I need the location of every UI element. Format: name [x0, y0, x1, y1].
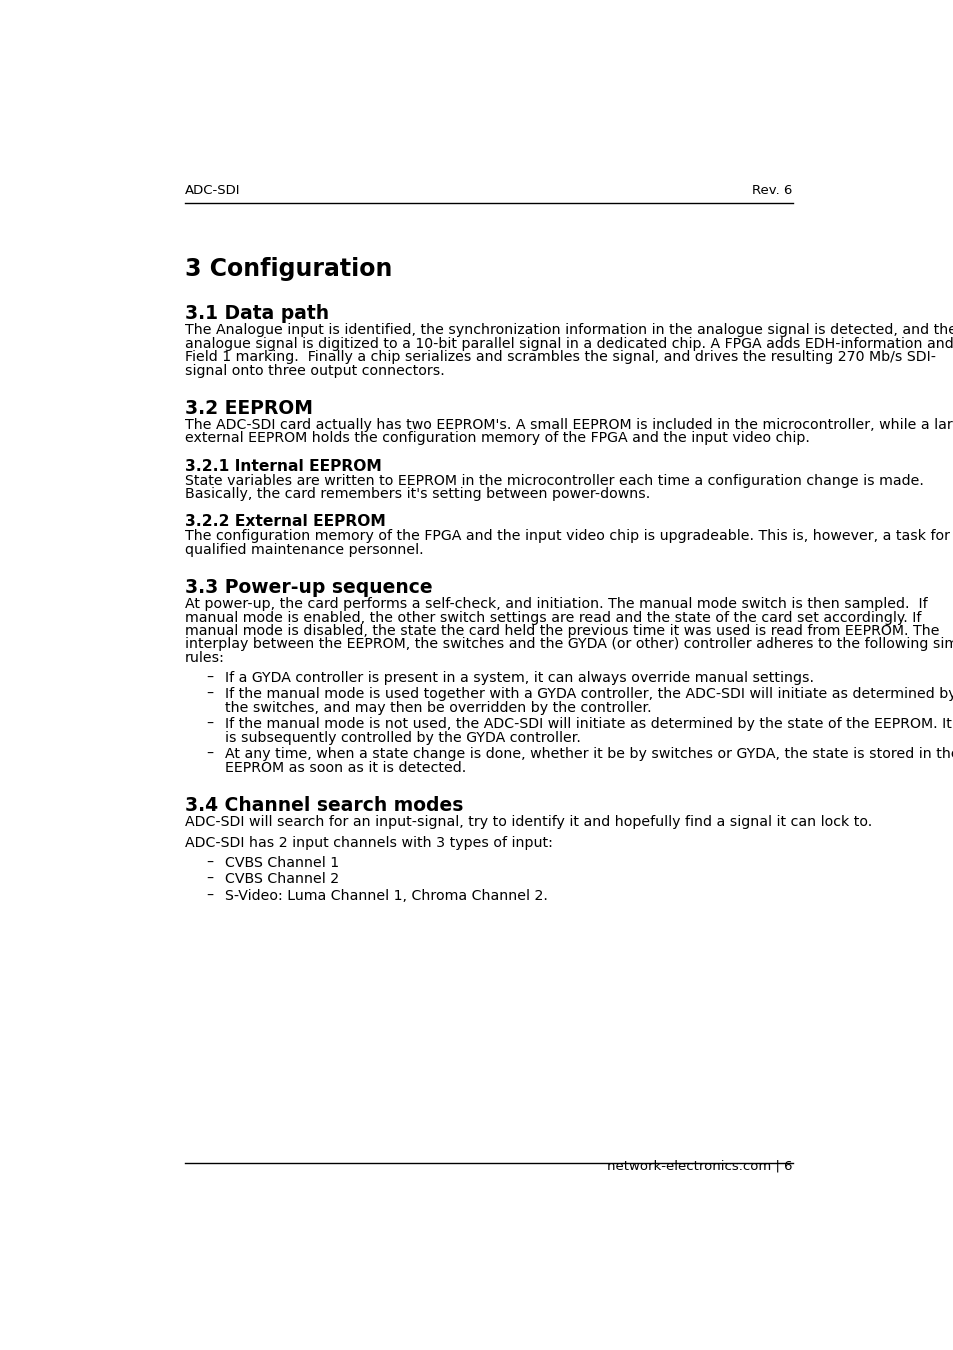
Text: 3.1 Data path: 3.1 Data path — [185, 304, 329, 323]
Text: 3.4 Channel search modes: 3.4 Channel search modes — [185, 795, 463, 814]
Text: Rev. 6: Rev. 6 — [752, 184, 792, 197]
Text: The Analogue input is identified, the synchronization information in the analogu: The Analogue input is identified, the sy… — [185, 323, 953, 338]
Text: State variables are written to EEPROM in the microcontroller each time a configu: State variables are written to EEPROM in… — [185, 474, 923, 487]
Text: 3.3 Power-up sequence: 3.3 Power-up sequence — [185, 578, 433, 597]
Text: –: – — [207, 671, 213, 684]
Text: 3.2 EEPROM: 3.2 EEPROM — [185, 398, 313, 417]
Text: manual mode is disabled, the state the card held the previous time it was used i: manual mode is disabled, the state the c… — [185, 624, 939, 639]
Text: S-Video: Luma Channel 1, Chroma Channel 2.: S-Video: Luma Channel 1, Chroma Channel … — [225, 888, 548, 903]
Text: –: – — [207, 717, 213, 732]
Text: –: – — [207, 888, 213, 903]
Text: external EEPROM holds the configuration memory of the FPGA and the input video c: external EEPROM holds the configuration … — [185, 431, 809, 446]
Text: the switches, and may then be overridden by the controller.: the switches, and may then be overridden… — [225, 701, 651, 714]
Text: CVBS Channel 2: CVBS Channel 2 — [225, 872, 339, 886]
Text: If a GYDA controller is present in a system, it can always override manual setti: If a GYDA controller is present in a sys… — [225, 671, 814, 684]
Text: –: – — [207, 747, 213, 761]
Text: –: – — [207, 872, 213, 886]
Text: ADC-SDI: ADC-SDI — [185, 184, 240, 197]
Text: EEPROM as soon as it is detected.: EEPROM as soon as it is detected. — [225, 760, 466, 775]
Text: interplay between the EEPROM, the switches and the GYDA (or other) controller ad: interplay between the EEPROM, the switch… — [185, 637, 953, 652]
Text: 3 Configuration: 3 Configuration — [185, 256, 392, 281]
Text: If the manual mode is not used, the ADC-SDI will initiate as determined by the s: If the manual mode is not used, the ADC-… — [225, 717, 951, 732]
Text: At power-up, the card performs a self-check, and initiation. The manual mode swi: At power-up, the card performs a self-ch… — [185, 597, 926, 612]
Text: 3.2.2 External EEPROM: 3.2.2 External EEPROM — [185, 514, 385, 529]
Text: –: – — [207, 856, 213, 869]
Text: Field 1 marking.  Finally a chip serializes and scrambles the signal, and drives: Field 1 marking. Finally a chip serializ… — [185, 350, 935, 365]
Text: ADC-SDI will search for an input-signal, try to identify it and hopefully find a: ADC-SDI will search for an input-signal,… — [185, 815, 871, 829]
Text: The ADC-SDI card actually has two EEPROM's. A small EEPROM is included in the mi: The ADC-SDI card actually has two EEPROM… — [185, 417, 953, 432]
Text: ADC-SDI has 2 input channels with 3 types of input:: ADC-SDI has 2 input channels with 3 type… — [185, 836, 553, 850]
Text: The configuration memory of the FPGA and the input video chip is upgradeable. Th: The configuration memory of the FPGA and… — [185, 529, 949, 544]
Text: Basically, the card remembers it's setting between power-downs.: Basically, the card remembers it's setti… — [185, 487, 650, 501]
Text: CVBS Channel 1: CVBS Channel 1 — [225, 856, 339, 869]
Text: rules:: rules: — [185, 651, 225, 666]
Text: analogue signal is digitized to a 10-bit parallel signal in a dedicated chip. A : analogue signal is digitized to a 10-bit… — [185, 336, 953, 351]
Text: –: – — [207, 687, 213, 701]
Text: qualified maintenance personnel.: qualified maintenance personnel. — [185, 543, 423, 558]
Text: signal onto three output connectors.: signal onto three output connectors. — [185, 363, 444, 378]
Text: manual mode is enabled, the other switch settings are read and the state of the : manual mode is enabled, the other switch… — [185, 610, 921, 625]
Text: network-electronics.com | 6: network-electronics.com | 6 — [607, 1160, 792, 1172]
Text: If the manual mode is used together with a GYDA controller, the ADC-SDI will ini: If the manual mode is used together with… — [225, 687, 953, 701]
Text: is subsequently controlled by the GYDA controller.: is subsequently controlled by the GYDA c… — [225, 730, 580, 745]
Text: At any time, when a state change is done, whether it be by switches or GYDA, the: At any time, when a state change is done… — [225, 747, 953, 761]
Text: 3.2.1 Internal EEPROM: 3.2.1 Internal EEPROM — [185, 459, 381, 474]
